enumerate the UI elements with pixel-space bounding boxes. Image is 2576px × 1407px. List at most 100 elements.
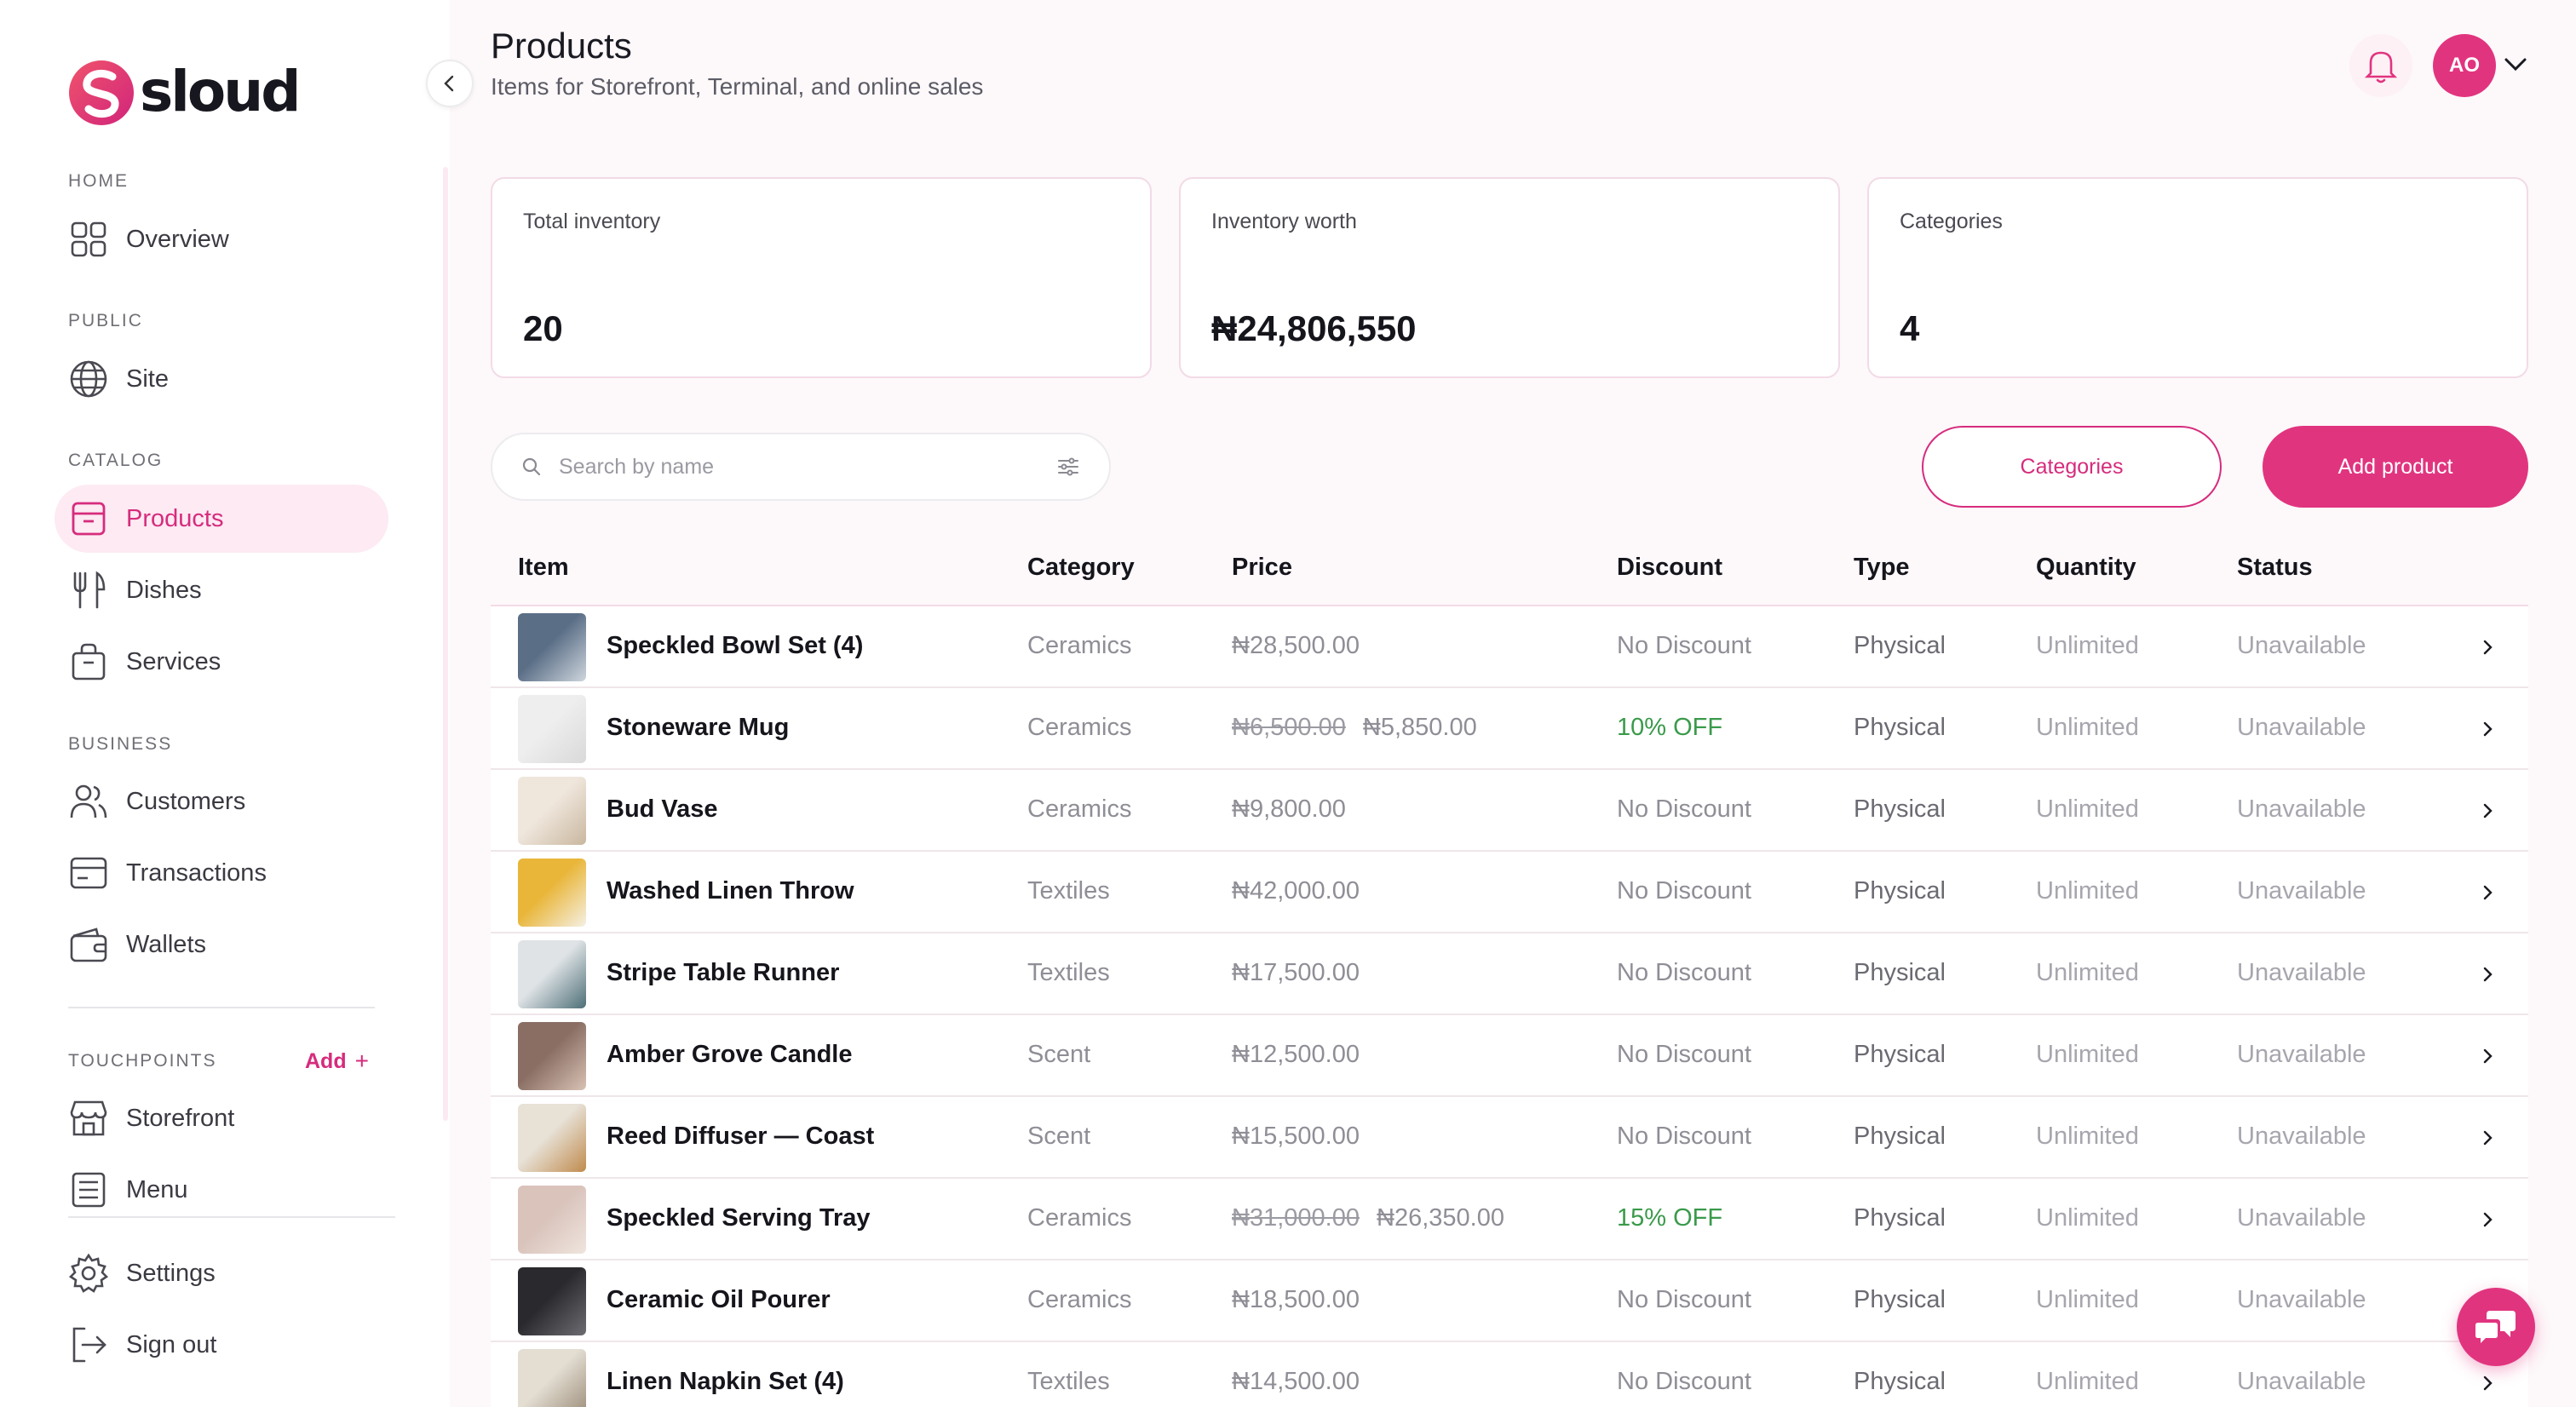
product-name: Speckled Serving Tray	[607, 1204, 871, 1232]
product-discount: No Discount	[1617, 1286, 1751, 1313]
product-quantity: Unlimited	[2036, 877, 2139, 904]
sidebar-item-menu[interactable]: Menu	[55, 1156, 388, 1224]
chevron-right-icon[interactable]	[2475, 799, 2499, 823]
sidebar-item-storefront[interactable]: Storefront	[55, 1084, 388, 1152]
sidebar-item-sign-out[interactable]: Sign out	[55, 1311, 388, 1379]
product-category: Ceramics	[1027, 1204, 1132, 1232]
product-status: Unavailable	[2237, 877, 2366, 904]
table-row[interactable]: Stoneware Mug Ceramics ₦6,500.00 ₦5,850.…	[491, 688, 2528, 770]
product-name: Washed Linen Throw	[607, 877, 854, 904]
sidebar-scrollbar[interactable]	[443, 167, 448, 1121]
product-quantity: Unlimited	[2036, 795, 2139, 823]
product-discount: No Discount	[1617, 959, 1751, 986]
column-header-item[interactable]: Item	[518, 554, 569, 581]
sidebar-item-label: Wallets	[126, 930, 206, 958]
sidebar-item-products[interactable]: Products	[55, 485, 388, 553]
sidebar-item-settings[interactable]: Settings	[55, 1239, 388, 1307]
original-price: ₦6,500.00	[1232, 714, 1346, 741]
product-discount: 15% OFF	[1617, 1204, 1723, 1232]
table-row[interactable]: Bud Vase Ceramics ₦9,800.00 No Discount …	[491, 770, 2528, 852]
product-discount: 10% OFF	[1617, 714, 1723, 741]
current-price: ₦15,500.00	[1232, 1123, 1360, 1150]
table-header: Item Category Price Discount Type Quanti…	[491, 525, 2528, 606]
current-price: ₦14,500.00	[1232, 1368, 1360, 1395]
current-price: ₦18,500.00	[1232, 1286, 1360, 1313]
table-row[interactable]: Washed Linen Throw Textiles ₦42,000.00 N…	[491, 852, 2528, 933]
product-category: Ceramics	[1027, 1286, 1132, 1313]
product-status: Unavailable	[2237, 1368, 2366, 1395]
product-name: Amber Grove Candle	[607, 1041, 853, 1068]
product-price: ₦42,000.00	[1232, 877, 1360, 905]
product-quantity: Unlimited	[2036, 632, 2139, 659]
table-row[interactable]: Reed Diffuser — Coast Scent ₦15,500.00 N…	[491, 1097, 2528, 1179]
column-header-quantity[interactable]: Quantity	[2036, 554, 2136, 581]
product-type: Physical	[1854, 1286, 1946, 1313]
add-product-button[interactable]: Add product	[2263, 426, 2528, 508]
sidebar-item-label: Services	[126, 647, 221, 675]
product-price: ₦17,500.00	[1232, 959, 1360, 987]
section-catalog: CATALOG	[68, 451, 164, 470]
sidebar-item-label: Menu	[126, 1175, 188, 1203]
table-row[interactable]: Stripe Table Runner Textiles ₦17,500.00 …	[491, 933, 2528, 1015]
sidebar-item-wallets[interactable]: Wallets	[55, 910, 388, 979]
column-header-category[interactable]: Category	[1027, 554, 1135, 581]
chat-bubbles-icon	[2475, 1311, 2516, 1343]
chevron-right-icon[interactable]	[2475, 1044, 2499, 1068]
product-price: ₦6,500.00 ₦5,850.00	[1232, 714, 1477, 742]
stat-card-inventory-worth: Inventory worth ₦24,806,550	[1179, 177, 1840, 378]
table-row[interactable]: Ceramic Oil Pourer Ceramics ₦18,500.00 N…	[491, 1261, 2528, 1342]
product-status: Unavailable	[2237, 959, 2366, 986]
product-discount: No Discount	[1617, 1041, 1751, 1068]
section-home: HOME	[68, 171, 129, 191]
search-input[interactable]	[559, 454, 1036, 480]
product-name: Reed Diffuser — Coast	[607, 1123, 875, 1150]
product-discount: No Discount	[1617, 1368, 1751, 1395]
add-touchpoint-button[interactable]: Add +	[305, 1048, 369, 1075]
users-icon	[68, 781, 109, 822]
sidebar-item-transactions[interactable]: Transactions	[55, 839, 388, 907]
sidebar-item-customers[interactable]: Customers	[55, 767, 388, 836]
sidebar-item-overview[interactable]: Overview	[55, 205, 388, 273]
chevron-right-icon[interactable]	[2475, 635, 2499, 659]
sidebar-item-label: Products	[126, 504, 224, 532]
chat-support-button[interactable]	[2457, 1288, 2535, 1366]
column-header-type[interactable]: Type	[1854, 554, 1910, 581]
product-type: Physical	[1854, 1123, 1946, 1150]
product-price: ₦14,500.00	[1232, 1368, 1360, 1396]
product-price: ₦28,500.00	[1232, 632, 1360, 660]
brand-logo[interactable]: sloud	[66, 56, 301, 129]
table-row[interactable]: Speckled Serving Tray Ceramics ₦31,000.0…	[491, 1179, 2528, 1261]
sidebar-item-services[interactable]: Services	[55, 628, 388, 696]
search-box	[491, 433, 1111, 501]
table-row[interactable]: Linen Napkin Set (4) Textiles ₦14,500.00…	[491, 1342, 2528, 1407]
chevron-right-icon[interactable]	[2475, 1371, 2499, 1395]
product-thumbnail	[518, 613, 586, 681]
column-header-status[interactable]: Status	[2237, 554, 2313, 581]
column-header-price[interactable]: Price	[1232, 554, 1292, 581]
chevron-down-icon[interactable]	[2501, 49, 2530, 78]
collapse-sidebar-button[interactable]	[426, 60, 474, 107]
product-thumbnail	[518, 1022, 586, 1090]
sidebar-item-site[interactable]: Site	[55, 345, 388, 413]
chevron-left-icon	[444, 75, 454, 92]
sloud-logo-icon	[69, 60, 134, 125]
product-status: Unavailable	[2237, 1041, 2366, 1068]
chevron-right-icon[interactable]	[2475, 1126, 2499, 1150]
avatar[interactable]: AO	[2433, 34, 2496, 97]
table-row[interactable]: Amber Grove Candle Scent ₦12,500.00 No D…	[491, 1015, 2528, 1097]
table-row[interactable]: Speckled Bowl Set (4) Ceramics ₦28,500.0…	[491, 606, 2528, 688]
original-price: ₦31,000.00	[1232, 1204, 1360, 1232]
product-thumbnail	[518, 695, 586, 763]
chevron-right-icon[interactable]	[2475, 717, 2499, 741]
utensils-icon	[68, 570, 109, 611]
current-price: ₦42,000.00	[1232, 877, 1360, 904]
filter-sliders-icon[interactable]	[1056, 455, 1080, 479]
column-header-discount[interactable]: Discount	[1617, 554, 1723, 581]
sidebar-item-dishes[interactable]: Dishes	[55, 556, 388, 624]
chevron-right-icon[interactable]	[2475, 962, 2499, 986]
chevron-right-icon[interactable]	[2475, 881, 2499, 904]
product-discount: No Discount	[1617, 795, 1751, 823]
chevron-right-icon[interactable]	[2475, 1208, 2499, 1232]
categories-button[interactable]: Categories	[1922, 426, 2222, 508]
notifications-button[interactable]	[2349, 34, 2412, 97]
